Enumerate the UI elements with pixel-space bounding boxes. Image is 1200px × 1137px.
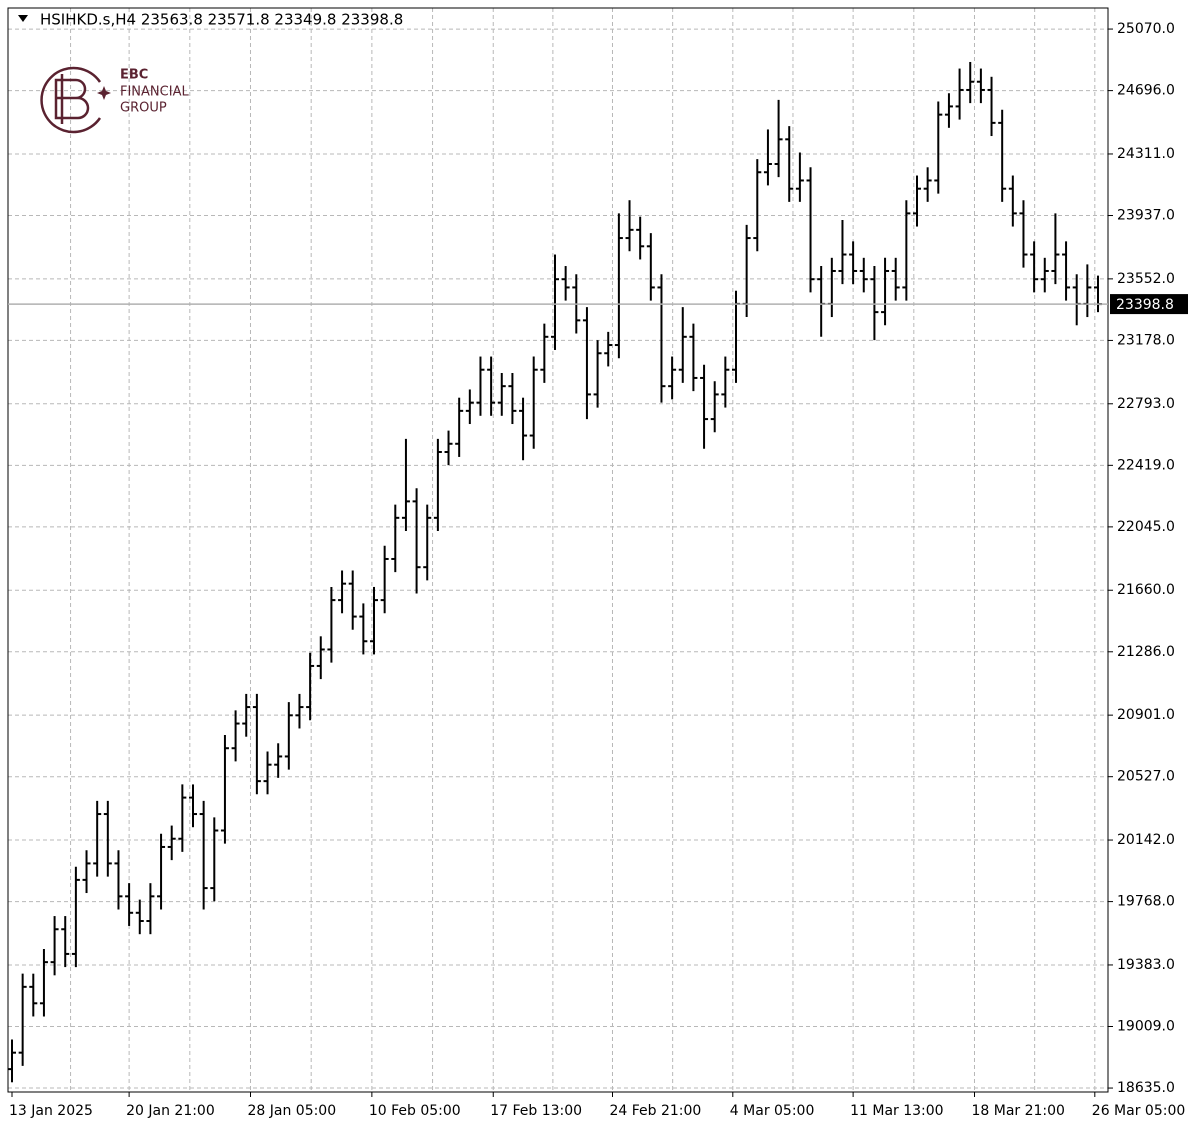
y-tick-label: 19383.0 [1117, 957, 1175, 973]
x-tick-label: 13 Jan 2025 [9, 1103, 93, 1119]
y-tick-label: 22793.0 [1117, 396, 1175, 412]
x-tick-label: 20 Jan 21:00 [126, 1103, 215, 1119]
y-tick-label: 22045.0 [1117, 519, 1175, 535]
y-tick-label: 23552.0 [1117, 271, 1175, 287]
logo-text: FINANCIAL [120, 85, 189, 100]
y-tick-label: 24696.0 [1117, 83, 1175, 99]
x-tick-label: 26 Mar 05:00 [1092, 1103, 1185, 1119]
y-tick-label: 19009.0 [1117, 1019, 1175, 1035]
y-tick-label: 25070.0 [1117, 21, 1175, 37]
x-tick-label: 28 Jan 05:00 [247, 1103, 336, 1119]
x-tick-label: 10 Feb 05:00 [369, 1103, 461, 1119]
logo: EBC FINANCIAL GROUP [40, 66, 189, 134]
x-tick-label: 18 Mar 21:00 [971, 1103, 1064, 1119]
x-tick-label: 11 Mar 13:00 [850, 1103, 943, 1119]
y-tick-label: 18635.0 [1117, 1080, 1175, 1096]
y-tick-label: 22419.0 [1117, 457, 1175, 473]
y-tick-label: 19768.0 [1117, 894, 1175, 910]
y-tick-label: 24311.0 [1117, 146, 1175, 162]
x-tick-label: 17 Feb 13:00 [490, 1103, 582, 1119]
y-tick-label: 21286.0 [1117, 644, 1175, 660]
y-tick-label: 20142.0 [1117, 832, 1175, 848]
y-tick-label: 20901.0 [1117, 707, 1175, 723]
x-tick-label: 24 Feb 21:00 [609, 1103, 701, 1119]
logo-mark [54, 74, 90, 124]
y-tick-label: 23178.0 [1117, 332, 1175, 348]
x-tick-label: 4 Mar 05:00 [730, 1103, 815, 1119]
price-label: 23398.8 [1116, 297, 1174, 313]
chart-title: HSIHKD.s,H4 23563.8 23571.8 23349.8 2339… [40, 11, 403, 29]
logo-ring [40, 66, 102, 134]
y-tick-label: 21660.0 [1117, 582, 1175, 598]
plot-frame [7, 7, 1109, 1093]
y-tick-label: 23937.0 [1117, 208, 1175, 224]
logo-star [97, 86, 111, 100]
logo-text: GROUP [120, 101, 167, 116]
y-tick-label: 20527.0 [1117, 769, 1175, 785]
price-label-box [1110, 294, 1188, 315]
logo-text: EBC [120, 68, 148, 83]
menu-arrow[interactable] [18, 15, 28, 22]
